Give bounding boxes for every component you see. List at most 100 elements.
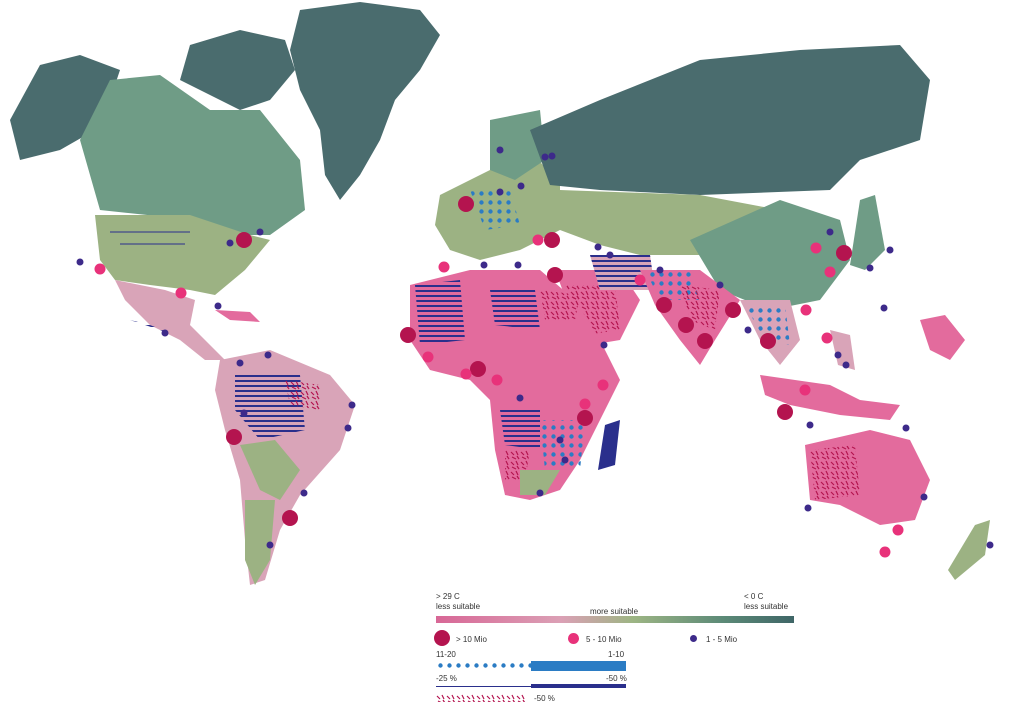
city-medium xyxy=(892,524,904,536)
city-small xyxy=(214,302,222,310)
landmass-china xyxy=(690,200,850,310)
landmass-arctic-islands xyxy=(180,30,295,110)
city-small xyxy=(514,261,522,269)
landmass-new-guinea xyxy=(920,315,965,360)
legend-city-small-marker xyxy=(690,635,697,642)
city-small xyxy=(348,401,356,409)
legend-dots-bar xyxy=(436,661,626,671)
legend-temp-hot-label: less suitable xyxy=(436,602,481,611)
city-small xyxy=(266,541,274,549)
city-large xyxy=(697,333,713,349)
city-medium xyxy=(491,374,503,386)
city-small xyxy=(561,456,569,464)
city-small xyxy=(226,239,234,247)
city-small xyxy=(880,304,888,312)
cities-large xyxy=(226,196,852,526)
landmass-russia xyxy=(530,45,930,195)
cities-small xyxy=(76,146,994,549)
legend-stripe-right-label: -50 % xyxy=(606,674,627,683)
cities-medium xyxy=(94,234,904,558)
legend: > 29 C less suitable more suitable < 0 C… xyxy=(430,590,800,708)
city-large xyxy=(577,410,593,426)
city-small xyxy=(716,281,724,289)
city-medium xyxy=(810,242,822,254)
landmass-madagascar xyxy=(598,420,620,470)
city-small xyxy=(806,421,814,429)
city-small xyxy=(240,409,248,417)
legend-city-large-label: > 10 Mio xyxy=(456,635,487,644)
city-medium xyxy=(821,332,833,344)
legend-stripe-left-label: -25 % xyxy=(436,674,457,683)
city-small xyxy=(842,361,850,369)
city-small xyxy=(902,424,910,432)
city-large xyxy=(282,510,298,526)
landmass-usa xyxy=(95,215,270,295)
legend-temp-mid-label: more suitable xyxy=(590,607,639,616)
city-small xyxy=(536,489,544,497)
city-small xyxy=(804,504,812,512)
city-medium xyxy=(175,287,187,299)
legend-temp-hot-value: > 29 C xyxy=(436,592,460,601)
landmass-alaska xyxy=(10,55,120,160)
city-medium xyxy=(799,384,811,396)
city-medium xyxy=(532,234,544,246)
city-medium xyxy=(460,368,472,380)
city-large xyxy=(760,333,776,349)
legend-squiggle-label: -50 % xyxy=(534,694,555,703)
legend-dots-right-label: 1-10 xyxy=(608,650,625,659)
city-medium xyxy=(824,266,836,278)
legend-city-medium-marker xyxy=(568,633,579,644)
legend-squiggle-bar xyxy=(436,694,526,702)
city-small xyxy=(76,258,84,266)
city-small xyxy=(496,146,504,154)
landmass-new-zealand xyxy=(948,520,990,580)
city-small xyxy=(986,541,994,549)
city-small xyxy=(556,436,564,444)
city-small xyxy=(600,341,608,349)
city-large xyxy=(458,196,474,212)
landmass-philippines xyxy=(830,330,855,370)
city-large xyxy=(400,327,416,343)
landmass-canada xyxy=(80,75,305,235)
legend-city-medium-label: 5 - 10 Mio xyxy=(586,635,622,644)
city-small xyxy=(161,329,169,337)
city-small xyxy=(344,424,352,432)
legend-city-small-label: 1 - 5 Mio xyxy=(706,635,738,644)
landmass-japan xyxy=(850,195,885,270)
city-small xyxy=(480,261,488,269)
city-small xyxy=(548,152,556,160)
landmass-caribbean xyxy=(215,310,260,322)
legend-temp-cold-label: less suitable xyxy=(744,602,789,611)
city-medium xyxy=(879,546,891,558)
city-small xyxy=(594,243,602,251)
city-large xyxy=(678,317,694,333)
city-small xyxy=(300,489,308,497)
city-small xyxy=(606,251,614,259)
city-large xyxy=(836,245,852,261)
legend-city-large-marker xyxy=(434,630,450,646)
city-small xyxy=(826,228,834,236)
city-large xyxy=(547,267,563,283)
city-small xyxy=(516,394,524,402)
city-small xyxy=(541,153,549,161)
city-large xyxy=(777,404,793,420)
city-large xyxy=(470,361,486,377)
city-small xyxy=(834,351,842,359)
city-small xyxy=(236,359,244,367)
temperature-gradient-bar xyxy=(436,616,794,623)
city-medium xyxy=(422,351,434,363)
city-small xyxy=(264,351,272,359)
city-small xyxy=(656,266,664,274)
city-large xyxy=(226,429,242,445)
city-large xyxy=(236,232,252,248)
city-large xyxy=(544,232,560,248)
city-small xyxy=(886,246,894,254)
city-medium xyxy=(579,398,591,410)
legend-dots-left-label: 11-20 xyxy=(436,650,456,659)
city-medium xyxy=(634,274,646,286)
city-small xyxy=(866,264,874,272)
city-medium xyxy=(438,261,450,273)
legend-temp-cold-value: < 0 C xyxy=(744,592,764,601)
city-small xyxy=(744,326,752,334)
